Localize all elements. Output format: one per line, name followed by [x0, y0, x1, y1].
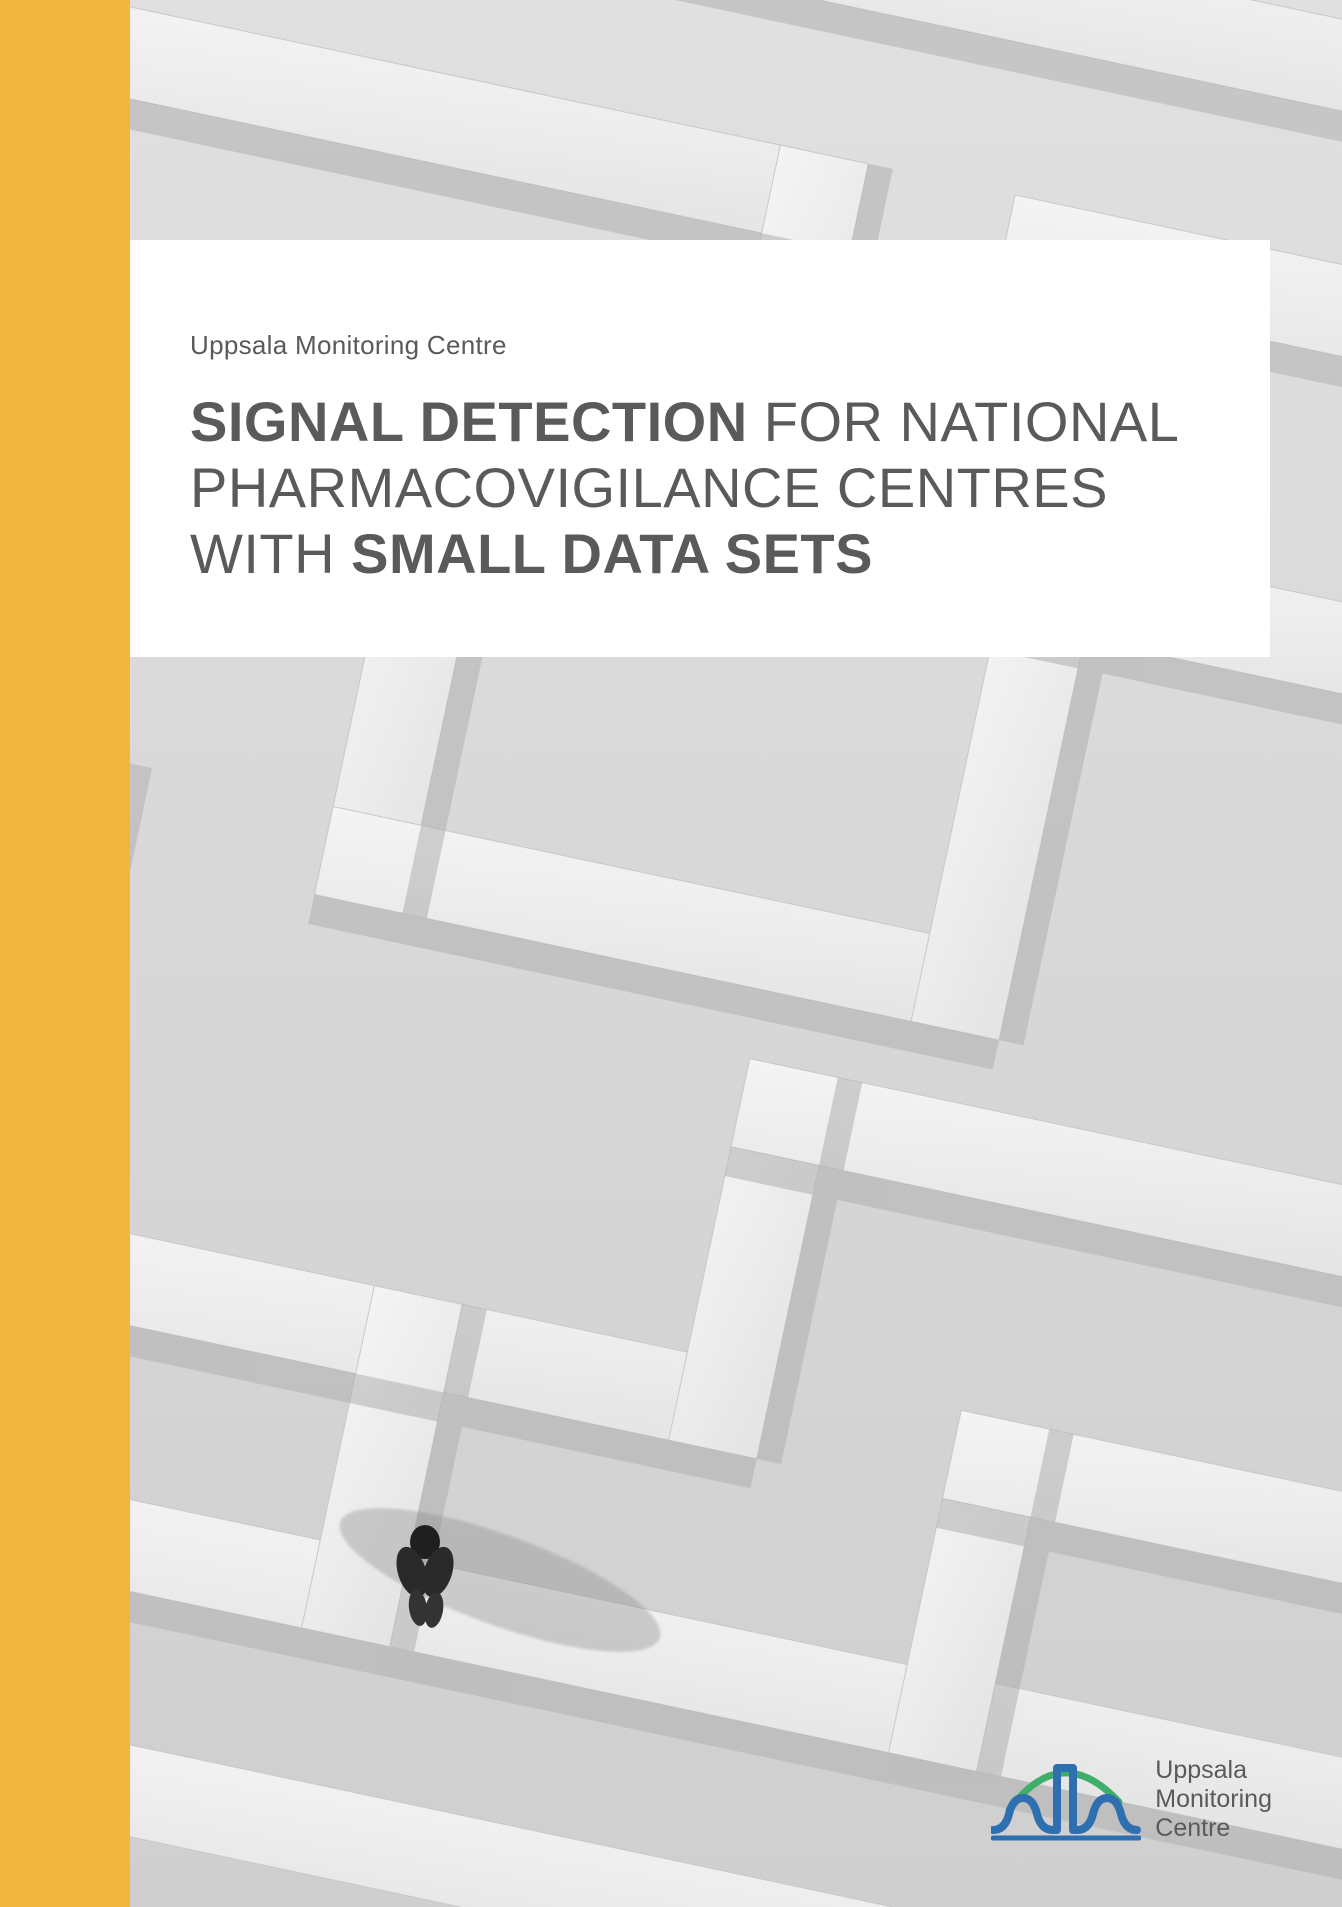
- person-svg: [390, 1520, 460, 1630]
- document-title: SIGNAL DETECTION FOR NATIONAL PHARMACOVI…: [190, 389, 1210, 587]
- umc-logo-text: Uppsala Monitoring Centre: [1155, 1756, 1272, 1842]
- person-figure: [390, 1520, 460, 1630]
- logo-text-line3: Centre: [1155, 1814, 1272, 1843]
- logo-text-line2: Monitoring: [1155, 1785, 1272, 1814]
- title-bold-1: SIGNAL DETECTION: [190, 390, 748, 453]
- umc-logo-icon: [991, 1752, 1141, 1847]
- document-subtitle: Uppsala Monitoring Centre: [190, 330, 1210, 361]
- logo-text-line1: Uppsala: [1155, 1756, 1272, 1785]
- umc-logo: Uppsala Monitoring Centre: [991, 1752, 1272, 1847]
- yellow-sidebar-strip: [0, 0, 130, 1907]
- title-box: Uppsala Monitoring Centre SIGNAL DETECTI…: [130, 240, 1270, 657]
- title-bold-2: SMALL DATA SETS: [351, 522, 873, 585]
